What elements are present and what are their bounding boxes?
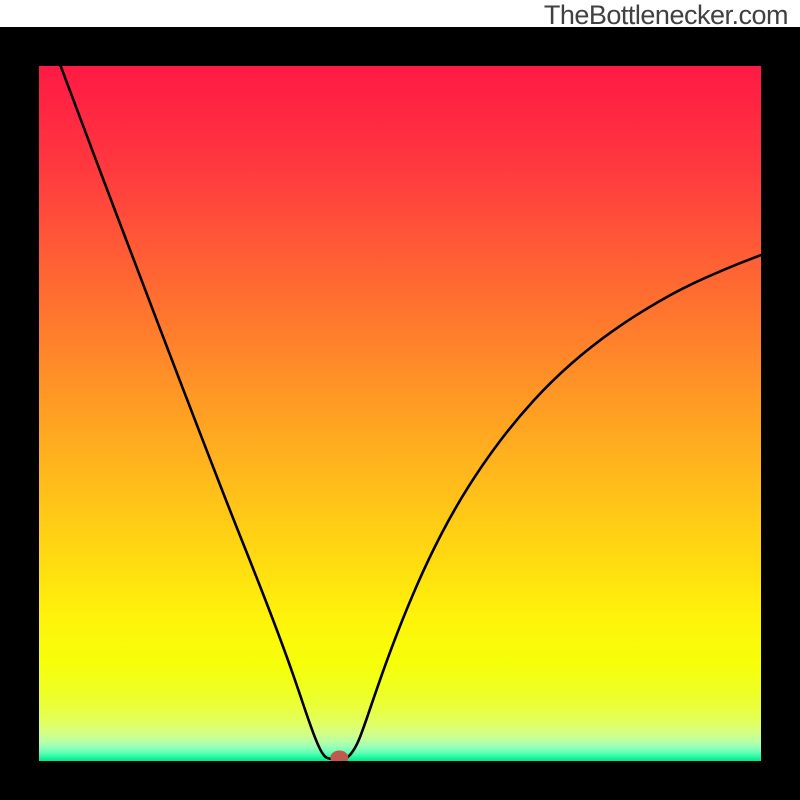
frame-left [0, 27, 39, 800]
frame-bottom [0, 761, 800, 800]
chart-container: TheBottlenecker.com [0, 0, 800, 800]
frame-top [0, 27, 800, 66]
plot-gradient-background [39, 66, 761, 761]
frame-right [761, 27, 800, 800]
chart-svg [0, 0, 800, 800]
